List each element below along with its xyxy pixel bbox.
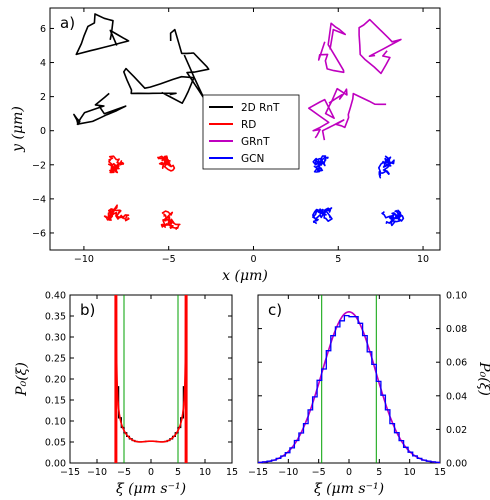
trajectory-line: [317, 22, 346, 74]
trajectory-line: [381, 209, 405, 227]
x-tick-label: 0: [250, 254, 256, 265]
trajectory-line: [321, 92, 387, 141]
x-tick-label: −10: [278, 467, 298, 478]
y-tick-label: 0: [40, 126, 46, 137]
y-axis-label: P₀(ξ): [476, 361, 490, 396]
y-tick-label: 0.00: [446, 459, 467, 470]
y-tick-label: −2: [32, 160, 46, 171]
y-tick-label: 0.02: [446, 425, 467, 436]
y-tick-label: 0.25: [45, 354, 66, 365]
legend-label: 2D RnT: [241, 102, 280, 114]
trajectory-line: [358, 18, 402, 75]
trajectory-line: [160, 210, 181, 230]
theory-line: [115, 295, 187, 443]
y-tick-label: −4: [32, 194, 46, 205]
trajectory-line: [312, 155, 329, 173]
y-axis-label: y (μm): [10, 106, 26, 153]
x-tick-label: 5: [175, 467, 181, 478]
y-tick-label: 0.08: [446, 324, 467, 335]
x-tick-label: −5: [162, 254, 176, 265]
trajectory-line: [169, 28, 210, 100]
legend-label: GCN: [241, 153, 264, 165]
fit-line: [258, 310, 440, 464]
panel-label: b): [80, 301, 95, 319]
trajectory-line: [73, 92, 127, 126]
x-tick-label: 5: [376, 467, 382, 478]
trajectory-line: [378, 155, 395, 179]
x-tick-label: 10: [404, 467, 416, 478]
y-tick-label: 0.10: [45, 417, 66, 428]
y-tick-label: 6: [40, 24, 46, 35]
trajectory-line: [103, 204, 130, 222]
plot-frame: [49, 7, 441, 251]
x-axis-label: x (μm): [222, 268, 268, 284]
legend-label: RD: [241, 119, 256, 131]
trajectory-line: [123, 67, 195, 104]
y-axis-label: P₀(ξ): [14, 362, 30, 397]
x-tick-label: 10: [417, 254, 429, 265]
x-tick-label: 15: [226, 467, 238, 478]
panel-label: c): [268, 301, 282, 319]
plot-frame: [69, 294, 233, 464]
y-tick-label: 0.04: [446, 391, 467, 402]
trajectory-line: [157, 155, 176, 172]
y-tick-label: 0.40: [45, 291, 66, 302]
y-tick-label: 0.15: [45, 396, 66, 407]
x-tick-label: 5: [335, 254, 341, 265]
trajectory-line: [107, 155, 125, 174]
y-tick-label: 0.30: [45, 333, 66, 344]
x-tick-label: 15: [434, 467, 446, 478]
x-tick-label: −5: [312, 467, 326, 478]
x-tick-label: 0: [148, 467, 154, 478]
trajectory-line: [75, 13, 130, 56]
x-tick-label: 0: [346, 467, 352, 478]
y-tick-label: 4: [40, 58, 46, 69]
x-tick-label: −10: [87, 467, 107, 478]
y-tick-label: −6: [32, 228, 46, 239]
x-tick-label: −15: [60, 467, 80, 478]
trajectory-line: [312, 207, 333, 225]
x-tick-label: −5: [117, 467, 131, 478]
y-tick-label: 2: [40, 92, 46, 103]
legend-label: GRnT: [241, 136, 270, 148]
x-axis-label: ξ (μm s⁻¹): [116, 481, 186, 497]
trajectory-line: [308, 87, 348, 139]
x-tick-label: −15: [248, 467, 268, 478]
y-tick-label: 0.20: [45, 375, 66, 386]
plot-frame: [257, 294, 441, 464]
y-tick-label: 0.06: [446, 358, 467, 369]
x-axis-label: ξ (μm s⁻¹): [314, 481, 384, 497]
x-tick-label: −10: [74, 254, 94, 265]
y-tick-label: 0.05: [45, 438, 66, 449]
panel-label: a): [60, 14, 75, 32]
x-tick-label: 10: [199, 467, 211, 478]
y-tick-label: 0.10: [446, 291, 467, 302]
histogram-line: [258, 314, 440, 464]
y-tick-label: 0.00: [45, 459, 66, 470]
y-tick-label: 0.35: [45, 312, 66, 323]
